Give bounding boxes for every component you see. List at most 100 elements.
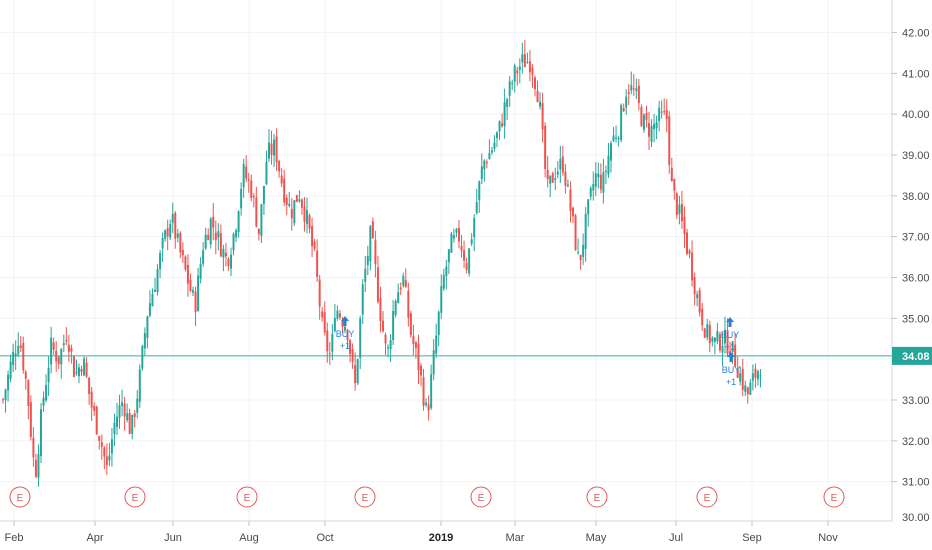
- candle-body: [22, 342, 25, 371]
- earnings-label: E: [362, 493, 369, 504]
- earnings-marker[interactable]: E: [586, 486, 608, 508]
- candle-body: [288, 203, 291, 206]
- candle-body: [50, 337, 53, 365]
- candle-body: [604, 170, 607, 172]
- candle-body: [303, 207, 306, 222]
- candle-body: [650, 125, 653, 142]
- earnings-marker[interactable]: E: [236, 486, 258, 508]
- earnings-marker[interactable]: E: [696, 486, 718, 508]
- candle-body: [232, 233, 235, 251]
- time-tick-label: Apr: [86, 532, 103, 544]
- earnings-label: E: [704, 493, 711, 504]
- candle-body: [364, 268, 367, 282]
- candle-body: [640, 107, 643, 127]
- buy-signals-layer: BUY +1 BUY +1 BUY +1: [336, 316, 741, 387]
- earnings-marker[interactable]: E: [823, 486, 845, 508]
- candle-body: [559, 158, 562, 170]
- candle-body: [718, 334, 721, 351]
- buy-signal[interactable]: BUY +1: [721, 317, 740, 352]
- time-tick-label: May: [586, 532, 607, 544]
- price-tick-label: 37.00: [902, 232, 930, 244]
- candle-body: [333, 318, 336, 331]
- earnings-marker[interactable]: E: [9, 486, 31, 508]
- candle-body: [128, 412, 131, 434]
- candle-body: [143, 333, 146, 349]
- candle-body: [397, 292, 400, 304]
- candle-body: [706, 324, 709, 338]
- candle-body: [675, 193, 678, 216]
- candle-body: [597, 173, 600, 178]
- candle-body: [275, 136, 278, 163]
- candle-body: [521, 54, 524, 63]
- time-tick-label: Feb: [5, 532, 24, 544]
- price-tick-label: 31.00: [902, 477, 930, 489]
- candle-body: [278, 161, 281, 172]
- candle-body: [498, 120, 501, 132]
- earnings-label: E: [244, 493, 251, 504]
- time-tick-label: Mar: [506, 532, 525, 544]
- candle-body: [212, 216, 215, 228]
- candle-body: [138, 369, 141, 402]
- candle-body: [240, 188, 243, 209]
- candle-body: [642, 114, 645, 130]
- time-axis[interactable]: Feb Apr Jun Aug Oct 2019 Mar May Jul Sep Nov: [5, 521, 839, 544]
- arrow-up-icon: [341, 316, 349, 326]
- candle-body: [306, 210, 308, 224]
- candle-body: [80, 368, 83, 372]
- candle-body: [311, 226, 314, 247]
- candle-body: [511, 82, 514, 85]
- candle-body: [224, 252, 227, 257]
- candle-body: [83, 358, 86, 376]
- earnings-marker[interactable]: E: [124, 486, 146, 508]
- earnings-label: E: [478, 493, 485, 504]
- buy-signal-label: BUY: [722, 365, 741, 375]
- candle-body: [32, 438, 35, 458]
- earnings-marker[interactable]: E: [470, 486, 492, 508]
- candle-body: [612, 135, 615, 142]
- candle-body: [708, 324, 711, 344]
- candle-body: [703, 328, 706, 338]
- candle-body: [151, 294, 154, 307]
- candle-body: [2, 399, 4, 401]
- candle-body: [635, 88, 638, 91]
- candle-body: [108, 455, 111, 461]
- candle-body: [148, 303, 151, 316]
- candle-body: [209, 218, 212, 245]
- buy-signal[interactable]: BUY +1: [336, 316, 355, 351]
- candle-body: [539, 101, 542, 107]
- earnings-marker[interactable]: E: [354, 486, 376, 508]
- candle-body: [561, 156, 564, 173]
- price-tick-label: 38.00: [902, 191, 930, 203]
- candle-body: [37, 454, 40, 478]
- candle-body: [653, 124, 656, 130]
- candle-body: [602, 172, 605, 193]
- candle-body: [245, 166, 248, 179]
- earnings-circle: [236, 486, 258, 508]
- grid-lines: [0, 0, 892, 521]
- candle-body: [118, 405, 121, 418]
- candle-body: [442, 275, 445, 289]
- candle-body: [19, 345, 22, 348]
- candle-body: [541, 103, 544, 130]
- price-axis[interactable]: 31.0032.0033.0034.0035.0036.0037.0038.00…: [892, 28, 930, 525]
- candle-body: [615, 137, 618, 139]
- candle-body: [655, 122, 658, 129]
- candle-body: [592, 183, 595, 191]
- candle-body: [414, 342, 417, 349]
- candle-body: [475, 202, 478, 214]
- candle-body: [141, 345, 144, 369]
- buy-signal[interactable]: BUY +1: [722, 352, 741, 387]
- candle-body: [584, 214, 587, 250]
- price-tick-label: 39.00: [902, 150, 930, 162]
- candle-body: [430, 374, 433, 409]
- candle-body: [341, 320, 344, 327]
- buy-signal-label: BUY: [336, 329, 355, 339]
- candle-body: [468, 248, 471, 274]
- candle-body: [260, 204, 263, 236]
- candle-body: [359, 318, 362, 358]
- candle-body: [326, 330, 329, 352]
- candle-body: [425, 402, 428, 406]
- candle-body: [637, 85, 640, 104]
